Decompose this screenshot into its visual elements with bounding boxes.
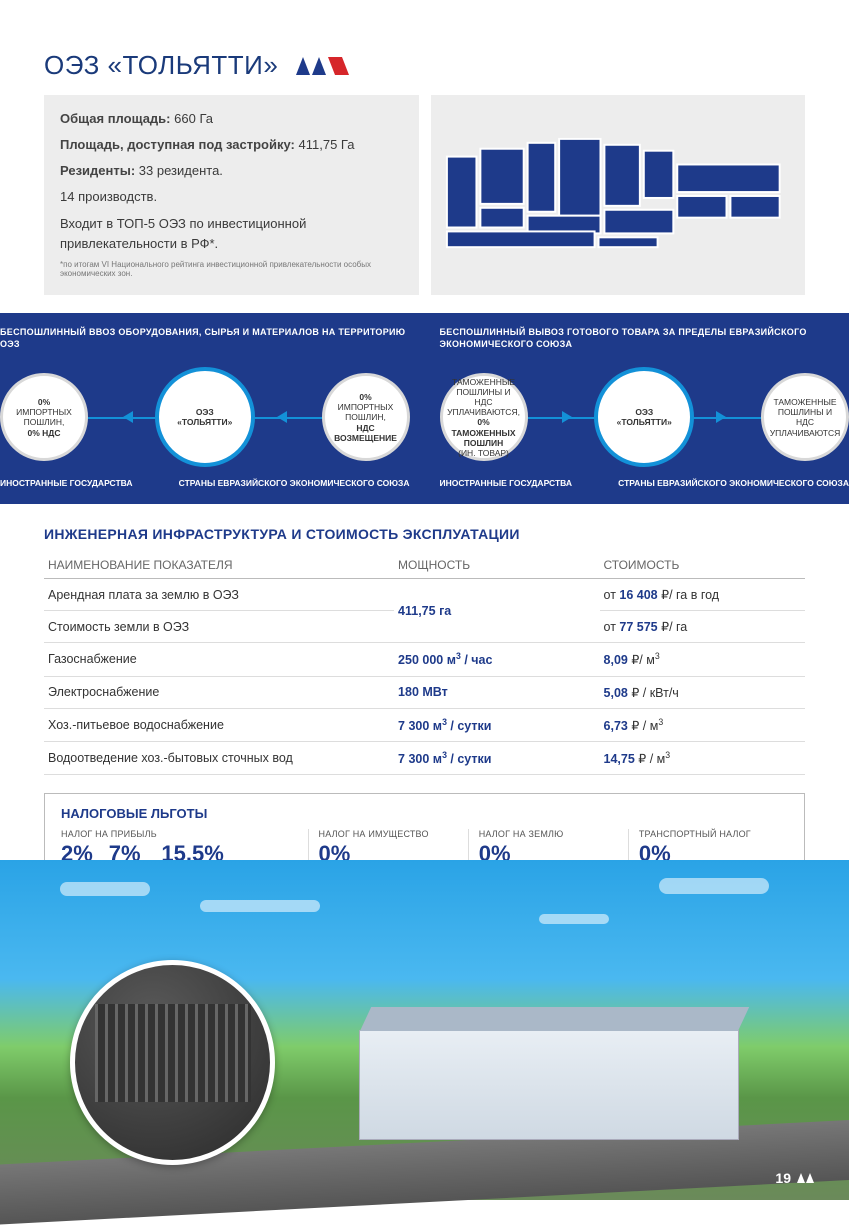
page-title: ОЭЗ «ТОЛЬЯТТИ» (44, 50, 278, 81)
band-lab-left: ИНОСТРАННЫЕ ГОСУДАРСТВА (0, 478, 133, 488)
residents-value: 33 резидента. (139, 163, 223, 178)
tax-transport-label: ТРАНСПОРТНЫЙ НАЛОГ (639, 829, 778, 839)
logo-icon (292, 51, 352, 81)
area-label: Общая площадь: (60, 111, 171, 126)
infra-title: ИНЖЕНЕРНАЯ ИНФРАСТРУКТУРА И СТОИМОСТЬ ЭК… (44, 526, 805, 542)
info-panel: Общая площадь: 660 Га Площадь, доступная… (44, 95, 419, 295)
band-left-head: БЕСПОШЛИННЫЙ ВВОЗ ОБОРУДОВАНИЯ, СЫРЬЯ И … (0, 327, 410, 350)
r3-name: Газоснабжение (44, 643, 394, 676)
infra-table: НАИМЕНОВАНИЕ ПОКАЗАТЕЛЯ МОЩНОСТЬ СТОИМОС… (44, 552, 805, 774)
left-circle-3: 0% ИМПОРТНЫХ ПОШЛИН, НДС ВОЗМЕЩЕНИЕ (322, 373, 410, 461)
footnote: *по итогам VI Национального рейтинга инв… (60, 260, 403, 279)
r5-name: Хоз.-питьевое водоснабжение (44, 708, 394, 741)
th-name: НАИМЕНОВАНИЕ ПОКАЗАТЕЛЯ (44, 552, 394, 579)
site-map (431, 95, 805, 295)
left-circle-center: ОЭЗ «ТОЛЬЯТТИ» (155, 367, 255, 467)
tax-property-label: НАЛОГ НА ИМУЩЕСТВО (319, 829, 458, 839)
building-photo (359, 1030, 739, 1140)
band-lab-right-2: СТРАНЫ ЕВРАЗИЙСКОГО ЭКОНОМИЧЕСКОГО СОЮЗА (618, 478, 849, 488)
residents-label: Резиденты: (60, 163, 135, 178)
photo-area: 19 (0, 860, 849, 1200)
left-circle-1: 0% ИМПОРТНЫХ ПОШЛИН, 0% НДС (0, 373, 88, 461)
band-lab-left-2: ИНОСТРАННЫЕ ГОСУДАРСТВА (440, 478, 573, 488)
r6-name: Водоотведение хоз.-бытовых сточных вод (44, 741, 394, 774)
productions: 14 производств. (60, 187, 403, 207)
customs-band: БЕСПОШЛИННЫЙ ВВОЗ ОБОРУДОВАНИЯ, СЫРЬЯ И … (0, 313, 849, 504)
right-circle-1: ТАМОЖЕННЫЕ ПОШЛИНЫ И НДС УПЛАЧИВАЮТСЯ, 0… (440, 373, 528, 461)
band-right-head: БЕСПОШЛИННЫЙ ВЫВОЗ ГОТОВОГО ТОВАРА ЗА ПР… (440, 327, 849, 350)
r2-name: Стоимость земли в ОЭЗ (44, 611, 394, 643)
th-cap: МОЩНОСТЬ (394, 552, 599, 579)
tax-land-label: НАЛОГ НА ЗЕМЛЮ (479, 829, 618, 839)
inset-photo (70, 960, 275, 1165)
right-circle-3: ТАМОЖЕННЫЕ ПОШЛИНЫ И НДС УПЛАЧИВАЮТСЯ (761, 373, 849, 461)
r12-cap: 411,75 га (394, 579, 599, 643)
th-cost: СТОИМОСТЬ (600, 552, 805, 579)
tax-profit-label: НАЛОГ НА ПРИБЫЛЬ (61, 829, 298, 839)
tax-title: НАЛОГОВЫЕ ЛЬГОТЫ (61, 806, 788, 821)
page-title-row: ОЭЗ «ТОЛЬЯТТИ» (44, 50, 805, 81)
top5-text: Входит в ТОП-5 ОЭЗ по инвестиционной при… (60, 214, 403, 254)
band-lab-right: СТРАНЫ ЕВРАЗИЙСКОГО ЭКОНОМИЧЕСКОГО СОЮЗА (179, 478, 410, 488)
r4-name: Электроснабжение (44, 676, 394, 708)
build-label: Площадь, доступная под застройку: (60, 137, 295, 152)
area-value: 660 Га (174, 111, 213, 126)
r1-name: Арендная плата за землю в ОЭЗ (44, 579, 394, 611)
page-number: 19 (775, 1170, 819, 1186)
right-circle-center: ОЭЗ «ТОЛЬЯТТИ» (594, 367, 694, 467)
site-map-svg (441, 120, 795, 270)
build-value: 411,75 Га (299, 137, 355, 152)
